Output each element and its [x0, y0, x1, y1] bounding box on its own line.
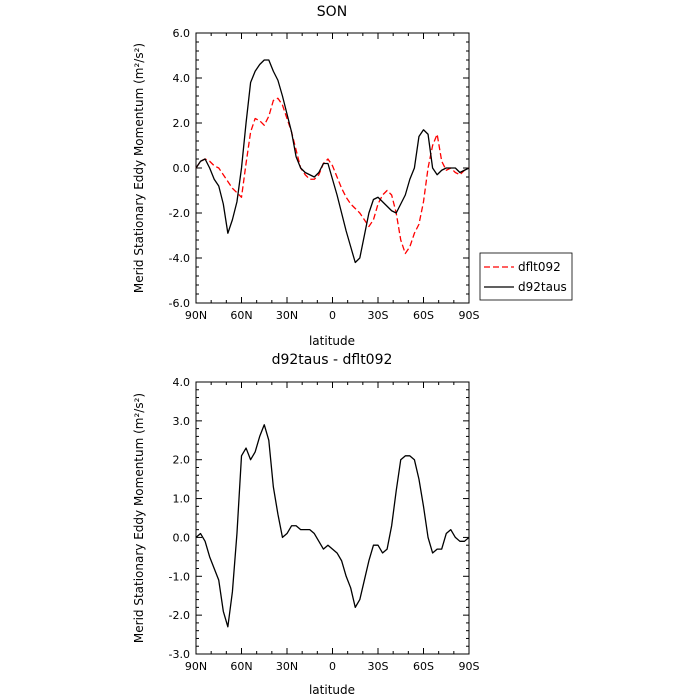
- chart-bottom-plot-frame: [195, 381, 470, 655]
- chart-bottom-x-tick-labels: 90N 60N 30N 0 30S 60S 90S: [185, 660, 480, 673]
- x-tick-label: 0: [329, 309, 336, 322]
- y-tick-label: 2.0: [173, 454, 191, 467]
- chart-top-ticks: [195, 32, 470, 304]
- y-tick-label: -1.0: [169, 570, 190, 583]
- chart-bottom-ticks: [195, 381, 470, 655]
- chart-bottom-y-axis-title: Merid Stationary Eddy Momentum (m²/s²): [132, 393, 146, 643]
- y-tick-label: 4.0: [173, 72, 191, 85]
- x-tick-label: 90S: [459, 660, 480, 673]
- y-tick-label: 0.0: [173, 162, 191, 175]
- series-line-difference: [195, 424, 470, 628]
- chart-bottom: d92taus - dflt092 90N 60N 30N 0 30S 60S 90S -3…: [132, 352, 480, 697]
- y-tick-label: -3.0: [169, 648, 190, 661]
- y-tick-label: 0.0: [173, 531, 191, 544]
- y-tick-label: -4.0: [169, 252, 190, 265]
- chart-bottom-x-axis-title: latitude: [309, 683, 355, 697]
- series-line-d92taus: [195, 59, 470, 264]
- legend-box: [479, 252, 573, 301]
- x-tick-label: 90N: [185, 660, 207, 673]
- x-tick-label: 60N: [230, 660, 252, 673]
- x-tick-label: 0: [329, 660, 336, 673]
- y-tick-label: 2.0: [173, 117, 191, 130]
- x-tick-label: 30S: [368, 309, 389, 322]
- chart-top-x-axis-title: latitude: [309, 334, 355, 348]
- chart-bottom-title: d92taus - dflt092: [272, 352, 393, 368]
- legend-label-d92taus: d92taus: [518, 280, 567, 294]
- x-tick-label: 30S: [368, 660, 389, 673]
- y-tick-label: -2.0: [169, 609, 190, 622]
- y-tick-label: 4.0: [173, 376, 191, 389]
- chart-top-title: SON: [317, 4, 347, 20]
- y-tick-label: -6.0: [169, 297, 190, 310]
- x-tick-label: 90N: [185, 309, 207, 322]
- x-tick-label: 60N: [230, 309, 252, 322]
- x-tick-label: 30N: [276, 660, 298, 673]
- series-line-dflt092: [195, 97, 470, 255]
- y-tick-label: 1.0: [173, 493, 191, 506]
- chart-top: SON 90N 60N 30N 0 30S 60S 90S -6.0 -4.0 -2.0 0.0 2…: [132, 4, 573, 348]
- chart-bottom-y-tick-labels: -3.0 -2.0 -1.0 0.0 1.0 2.0 3.0 4.0: [169, 376, 190, 661]
- chart-top-y-axis-title: Merid Stationary Eddy Momentum (m²/s²): [132, 43, 146, 293]
- chart-top-plot-frame: [195, 32, 470, 304]
- x-tick-label: 90S: [459, 309, 480, 322]
- x-tick-label: 60S: [413, 309, 434, 322]
- legend: dflt092 d92taus: [479, 252, 573, 301]
- y-tick-label: 6.0: [173, 27, 191, 40]
- legend-label-dflt092: dflt092: [518, 260, 561, 274]
- y-tick-label: -2.0: [169, 207, 190, 220]
- chart-top-x-tick-labels: 90N 60N 30N 0 30S 60S 90S: [185, 309, 480, 322]
- y-tick-label: 3.0: [173, 415, 191, 428]
- x-tick-label: 30N: [276, 309, 298, 322]
- x-tick-label: 60S: [413, 660, 434, 673]
- chart-top-y-tick-labels: -6.0 -4.0 -2.0 0.0 2.0 4.0 6.0: [169, 27, 190, 310]
